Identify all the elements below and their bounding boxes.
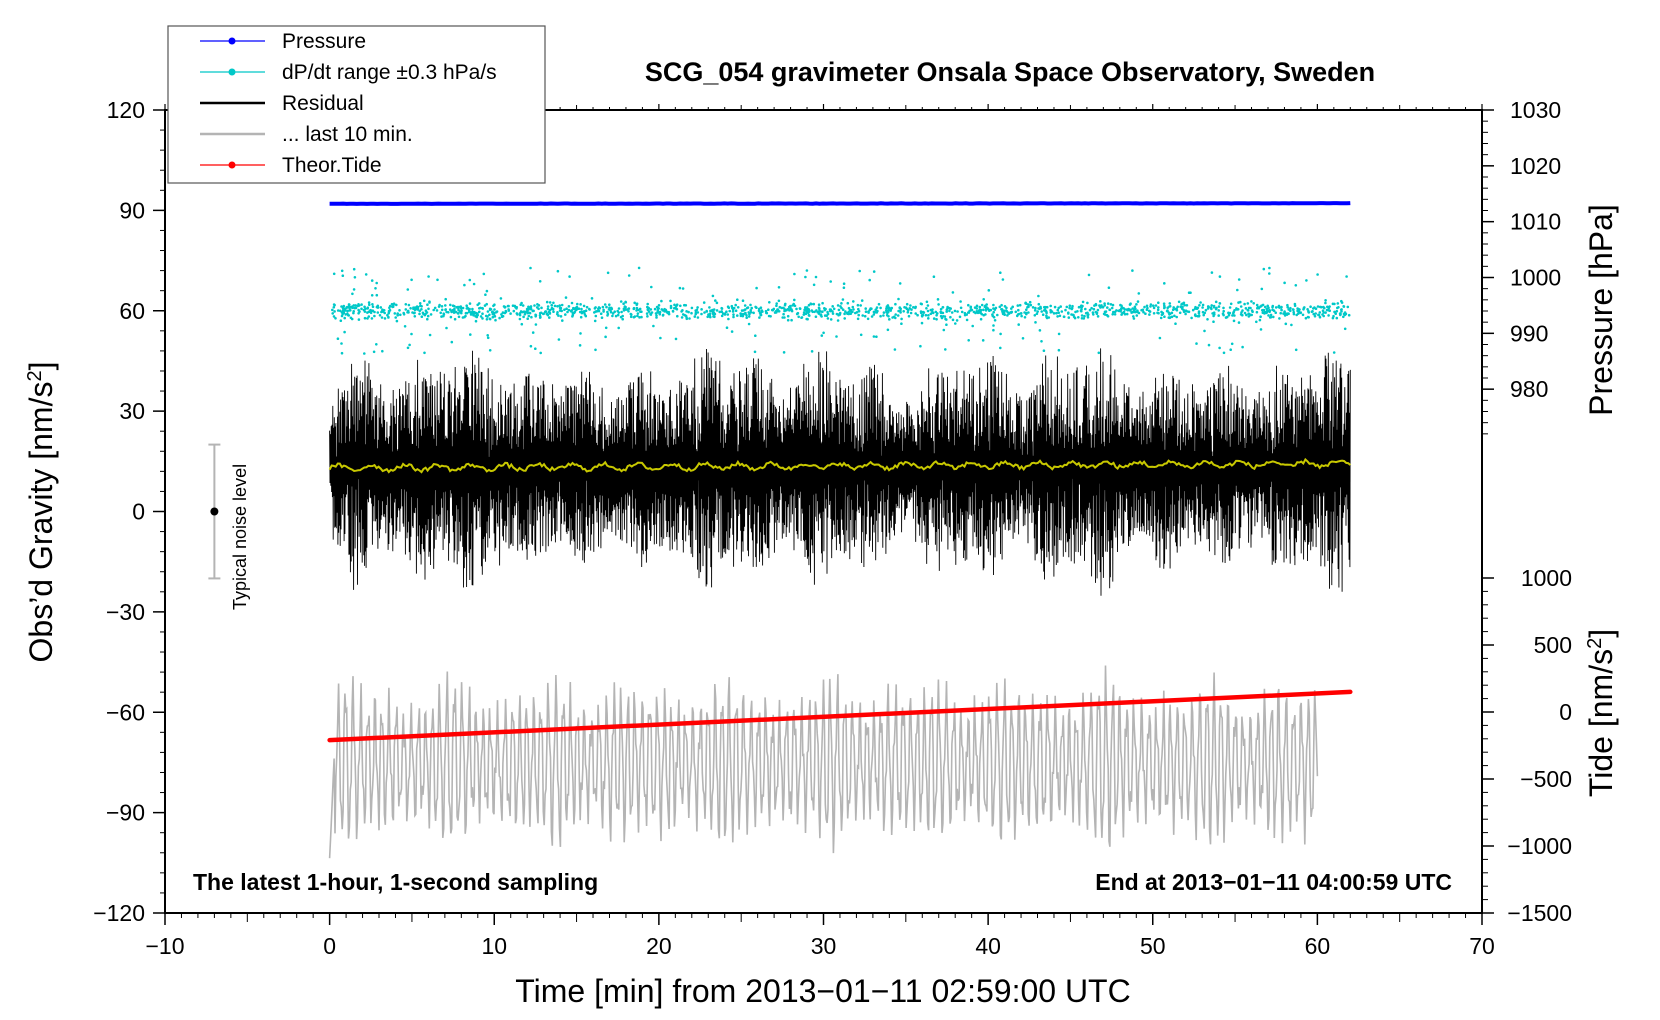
tide-tick-label: 500: [1534, 632, 1572, 658]
x-tick-label: 0: [323, 933, 336, 959]
series-residual-mean: [328, 457, 1351, 474]
legend-label: dP/dt range ±0.3 hPa/s: [282, 61, 497, 84]
y-axis-gravity: 120 90 60 30 0 −30 −60 −90 −120: [93, 97, 165, 926]
legend-swatch-dot: [228, 161, 236, 169]
tide-tick-label: −1500: [1507, 900, 1572, 926]
theor-tide-line: [327, 689, 1353, 743]
dpdt-points: [331, 266, 1351, 355]
legend: Pressure dP/dt range ±0.3 hPa/s Residual..…: [167, 25, 546, 184]
last-10-min-line: [328, 665, 1319, 859]
pressure-tick-label: 1020: [1510, 153, 1561, 179]
pressure-tick-label: 1010: [1510, 209, 1561, 235]
y-tick-label: 120: [107, 97, 145, 123]
pressure-tick-label: 990: [1510, 320, 1548, 346]
legend-label: ... last 10 min.: [282, 123, 413, 146]
annotation-sampling: The latest 1-hour, 1-second sampling: [193, 869, 598, 895]
y-axis-title-tide: Tide [nm/s2]: [1583, 629, 1619, 797]
series-dpdt-range: [331, 266, 1351, 355]
x-tick-label: 20: [646, 933, 672, 959]
noise-level-label: Typical noise level: [230, 464, 250, 610]
y-tick-label: −90: [106, 800, 145, 826]
series-pressure: [329, 201, 1351, 206]
x-tick-label: 10: [481, 933, 507, 959]
legend-swatch-dot: [228, 68, 236, 76]
legend-label: Residual: [282, 92, 364, 115]
y-tick-label: 0: [132, 499, 145, 525]
x-axis: −10 0 10 20 30 40 50 60 70: [145, 104, 1495, 959]
y-axis-pressure: 1030 1020 1010 1000 990 980: [1482, 97, 1561, 435]
noise-bar-center-dot: [210, 507, 219, 516]
pressure-tick-label: 980: [1510, 376, 1548, 402]
pressure-tick-label: 1000: [1510, 265, 1561, 291]
x-tick-label: 60: [1305, 933, 1331, 959]
x-tick-label: 40: [975, 933, 1001, 959]
x-tick-label: 50: [1140, 933, 1166, 959]
pressure-tick-label: 1030: [1510, 97, 1561, 123]
y-tick-label: −30: [106, 599, 145, 625]
annotation-end-time: End at 2013−01−11 04:00:59 UTC: [1095, 869, 1452, 895]
y-axis-title-pressure: Pressure [hPa]: [1583, 204, 1619, 416]
legend-label: Pressure: [282, 30, 366, 53]
noise-level-indicator: [208, 443, 221, 580]
residual-mean-line: [328, 457, 1351, 474]
legend-label: Theor.Tide: [282, 154, 382, 177]
y-tick-label: 30: [119, 398, 145, 424]
legend-swatch-dot: [228, 37, 236, 45]
y-tick-label: −120: [93, 900, 145, 926]
y-tick-label: 60: [119, 298, 145, 324]
tide-tick-label: 1000: [1521, 565, 1572, 591]
tide-tick-label: 0: [1559, 699, 1572, 725]
y-axis-tide: 1000 500 0 −500 −1000 −1500: [1482, 565, 1572, 926]
pressure-line: [329, 201, 1351, 206]
series-theor-tide: [327, 689, 1353, 743]
x-axis-title: Time [min] from 2013−01−11 02:59:00 UTC: [515, 973, 1130, 1009]
residual-line: [329, 348, 1351, 596]
series-residual: [329, 348, 1351, 596]
x-tick-label: −10: [145, 933, 184, 959]
y-axis-title-gravity: Obs’d Gravity [nm/s2]: [23, 362, 59, 663]
y-tick-label: −60: [106, 699, 145, 725]
tide-tick-label: −1000: [1507, 833, 1572, 859]
x-tick-label: 30: [811, 933, 837, 959]
y-tick-label: 90: [119, 197, 145, 223]
tide-tick-label: −500: [1520, 766, 1572, 792]
x-tick-label: 70: [1469, 933, 1495, 959]
legend-box: [167, 25, 546, 184]
chart-title: SCG_054 gravimeter Onsala Space Observat…: [645, 57, 1375, 87]
series-last-10-min: [328, 665, 1319, 859]
